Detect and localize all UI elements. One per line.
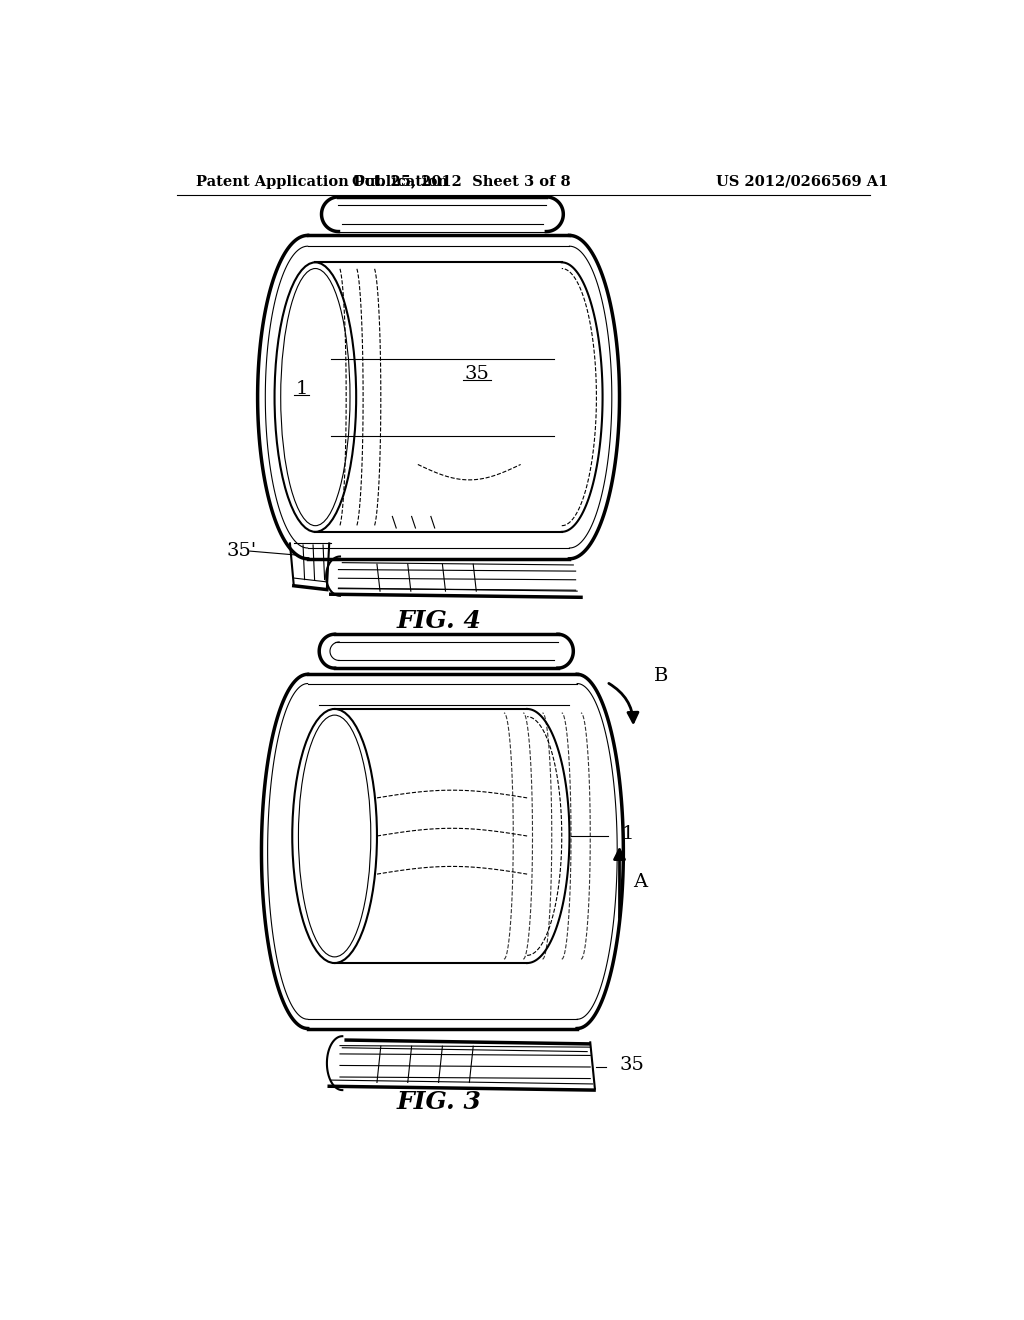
Text: A: A <box>634 874 647 891</box>
Text: 1: 1 <box>622 825 634 842</box>
Text: 35: 35 <box>465 366 489 383</box>
Text: US 2012/0266569 A1: US 2012/0266569 A1 <box>716 174 888 189</box>
Text: FIG. 4: FIG. 4 <box>396 609 481 634</box>
Text: 35': 35' <box>226 543 257 560</box>
Text: B: B <box>654 667 669 685</box>
Text: Oct. 25, 2012  Sheet 3 of 8: Oct. 25, 2012 Sheet 3 of 8 <box>352 174 571 189</box>
Text: 35: 35 <box>620 1056 644 1073</box>
Text: Patent Application Publication: Patent Application Publication <box>196 174 449 189</box>
Text: FIG. 3: FIG. 3 <box>396 1090 481 1114</box>
Text: 1: 1 <box>295 380 307 399</box>
